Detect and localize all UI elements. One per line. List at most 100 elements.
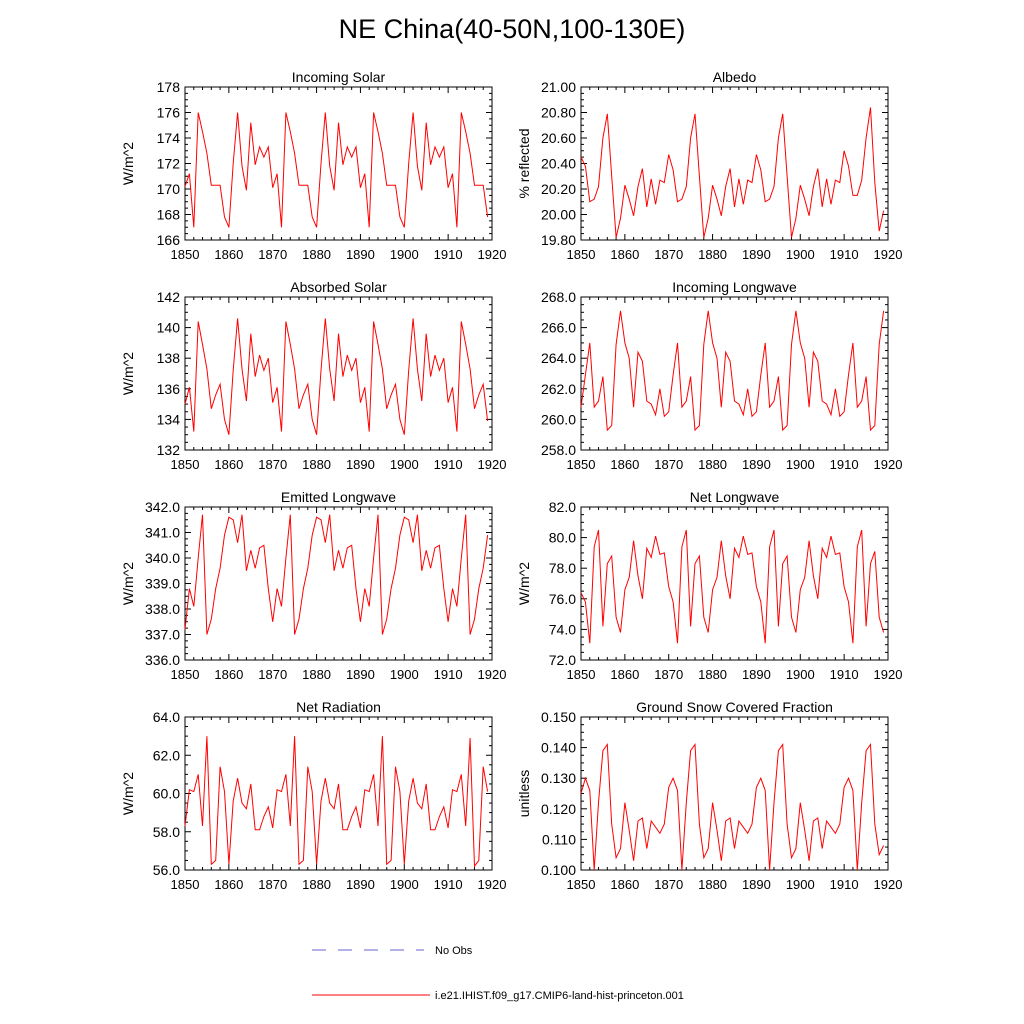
- panel-5: Emitted Longwave W/m^2 1850 1860 1870 1880 189…: [120, 489, 506, 682]
- panel-1: Incoming Solar W/m^2 1850 1860 1870 1880 1890 1…: [120, 69, 506, 262]
- y-tick-label: 0.110: [542, 831, 576, 847]
- y-tick-label: 0.100: [541, 862, 576, 878]
- y-tick-label: 56.0: [153, 862, 180, 878]
- panel-8: Ground Snow Covered Fraction unitless 1850…: [516, 699, 902, 892]
- y-tick-label: 170: [157, 181, 181, 197]
- x-tick-label: 1870: [654, 877, 683, 892]
- x-tick-label: 1910: [434, 667, 463, 682]
- y-tick-label: 172: [157, 156, 181, 172]
- y-tick-label: 258.0: [541, 442, 576, 458]
- y-tick-label: 168: [157, 207, 181, 223]
- x-tick-label: 1900: [786, 247, 815, 262]
- x-tick-label: 1890: [742, 247, 771, 262]
- x-tick-label: 1900: [390, 247, 419, 262]
- y-axis-label: W/m^2: [120, 142, 136, 185]
- y-axis-label: W/m^2: [120, 562, 136, 605]
- x-tick-label: 1870: [654, 457, 683, 472]
- x-tick-label: 1890: [346, 877, 375, 892]
- series-line: [580, 310, 885, 432]
- y-tick-label: 166: [157, 232, 181, 248]
- x-tick-label: 1850: [567, 877, 596, 892]
- y-tick-label: 64.0: [153, 709, 180, 725]
- x-tick-label: 1890: [742, 877, 771, 892]
- y-tick-label: 134: [157, 411, 181, 427]
- y-tick-label: 80.0: [549, 530, 576, 546]
- panel-6: Net Longwave W/m^2 1850 1860 1870 1880 1890 190…: [516, 489, 902, 682]
- legend-obs-label: No Obs: [435, 945, 473, 957]
- x-tick-label: 1900: [786, 457, 815, 472]
- x-tick-label: 1860: [610, 667, 639, 682]
- y-tick-label: 0.120: [541, 801, 576, 817]
- x-tick-label: 1900: [390, 457, 419, 472]
- y-tick-label: 20.80: [541, 105, 576, 121]
- x-tick-label: 1870: [258, 247, 287, 262]
- x-tick-label: 1920: [874, 247, 903, 262]
- x-tick-label: 1920: [478, 877, 507, 892]
- x-tick-label: 1860: [214, 457, 243, 472]
- x-tick-label: 1860: [214, 877, 243, 892]
- x-tick-label: 1890: [346, 247, 375, 262]
- x-tick-label: 1850: [567, 667, 596, 682]
- legend: No Obs i.e21.IHIST.f09_g17.CMIP6-land-his…: [312, 945, 684, 1002]
- y-tick-label: 72.0: [549, 652, 576, 668]
- y-tick-label: 62.0: [153, 747, 180, 763]
- y-tick-label: 20.20: [541, 181, 576, 197]
- x-tick-label: 1870: [654, 247, 683, 262]
- panel-title: Absorbed Solar: [290, 279, 387, 295]
- y-tick-label: 20.00: [541, 207, 576, 223]
- x-tick-label: 1880: [698, 247, 727, 262]
- x-tick-label: 1920: [478, 667, 507, 682]
- y-tick-label: 339.0: [145, 576, 180, 592]
- y-tick-label: 74.0: [549, 621, 576, 637]
- y-axis-label: W/m^2: [120, 352, 136, 395]
- panel-2: Albedo % reflected 1850 1860 1870 1880 1890 190…: [516, 69, 902, 262]
- x-tick-label: 1910: [830, 667, 859, 682]
- figure-title: NE China(40-50N,100-130E): [338, 14, 686, 44]
- y-tick-label: 342.0: [145, 499, 180, 515]
- y-tick-label: 58.0: [153, 824, 180, 840]
- x-tick-label: 1900: [786, 667, 815, 682]
- y-tick-label: 0.140: [541, 740, 576, 756]
- panel-3: Absorbed Solar W/m^2 1850 1860 1870 1880 1890 1…: [120, 279, 506, 472]
- y-axis-label: W/m^2: [516, 562, 532, 605]
- x-tick-label: 1890: [346, 667, 375, 682]
- x-tick-label: 1920: [478, 247, 507, 262]
- x-tick-label: 1860: [610, 457, 639, 472]
- x-tick-label: 1910: [830, 877, 859, 892]
- x-tick-label: 1860: [610, 247, 639, 262]
- series-line: [184, 736, 489, 868]
- legend-model-label: i.e21.IHIST.f09_g17.CMIP6-land-hist-prin…: [435, 990, 684, 1002]
- panel-title: Net Radiation: [296, 699, 381, 715]
- y-tick-label: 76.0: [549, 591, 576, 607]
- x-tick-label: 1900: [390, 667, 419, 682]
- x-tick-label: 1910: [830, 247, 859, 262]
- panel-title: Ground Snow Covered Fraction: [636, 699, 833, 715]
- x-tick-label: 1880: [698, 457, 727, 472]
- x-tick-label: 1870: [258, 457, 287, 472]
- panel-title: Emitted Longwave: [281, 489, 396, 505]
- x-tick-label: 1880: [302, 667, 331, 682]
- x-tick-label: 1850: [171, 667, 200, 682]
- panel-title: Incoming Solar: [292, 69, 386, 85]
- x-tick-label: 1880: [302, 877, 331, 892]
- series-line: [580, 107, 885, 238]
- x-tick-label: 1880: [302, 247, 331, 262]
- y-tick-label: 176: [157, 105, 181, 121]
- y-tick-label: 136: [157, 381, 181, 397]
- y-axis-label: % reflected: [516, 128, 532, 198]
- y-tick-label: 340.0: [145, 550, 180, 566]
- x-tick-label: 1920: [478, 457, 507, 472]
- y-tick-label: 0.150: [541, 709, 576, 725]
- y-tick-label: 132: [157, 442, 181, 458]
- panel-title: Net Longwave: [690, 489, 780, 505]
- x-tick-label: 1890: [742, 457, 771, 472]
- x-tick-label: 1850: [171, 247, 200, 262]
- y-axis-label: unitless: [516, 770, 532, 817]
- y-tick-label: 60.0: [153, 786, 180, 802]
- y-tick-label: 266.0: [541, 320, 576, 336]
- series-line: [184, 318, 489, 435]
- x-tick-label: 1860: [214, 247, 243, 262]
- x-tick-label: 1900: [786, 877, 815, 892]
